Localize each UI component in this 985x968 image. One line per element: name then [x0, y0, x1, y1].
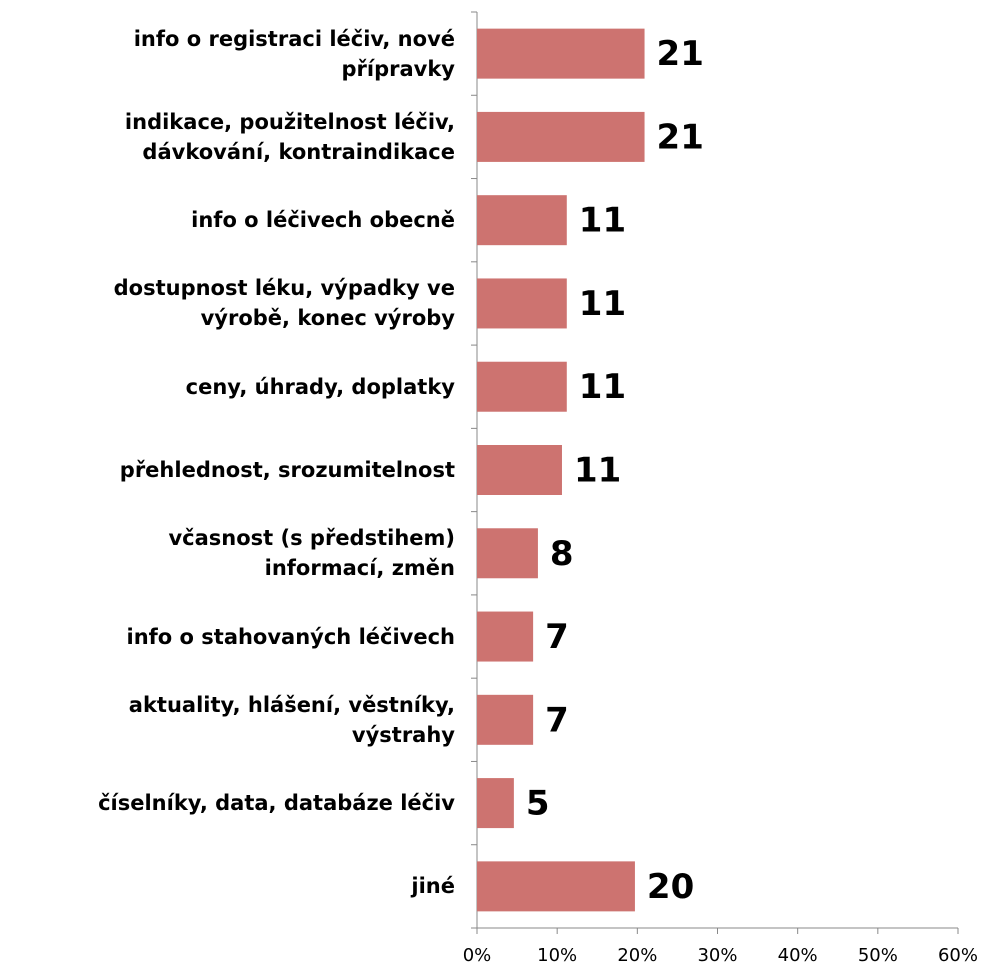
- x-tick-label: 30%: [697, 945, 737, 966]
- category-label: číselníky, data, databáze léčiv: [98, 791, 455, 816]
- x-tick-label: 50%: [858, 945, 898, 966]
- value-label: 7: [545, 700, 569, 740]
- bar: [477, 195, 567, 246]
- bar: [477, 611, 534, 662]
- category-label: přehlednost, srozumitelnost: [119, 458, 455, 482]
- value-label: 11: [579, 201, 626, 241]
- value-label: 21: [657, 34, 704, 74]
- category-label: info o léčivech obecně: [191, 208, 455, 233]
- value-label: 7: [545, 617, 569, 657]
- category-label: indikace, použitelnost léčiv, dávkování,…: [124, 109, 455, 164]
- bar: [477, 861, 635, 912]
- value-label: 11: [579, 284, 626, 324]
- bar: [477, 445, 562, 495]
- category-label: jiné: [411, 874, 455, 899]
- value-label: 8: [550, 534, 574, 574]
- bar: [477, 528, 538, 579]
- category-label: info o registraci léčiv, nové přípravky: [133, 26, 455, 81]
- x-tick-label: 10%: [537, 945, 577, 966]
- value-label: 5: [526, 784, 550, 824]
- category-label: včasnost (s předstihem) informací, změn: [168, 526, 455, 581]
- value-label: 20: [647, 867, 694, 907]
- bar: [477, 778, 514, 829]
- category-label: info o stahovaných léčivech: [126, 624, 455, 649]
- value-label: 11: [579, 367, 626, 407]
- category-label: aktuality, hlášení, věstníky, výstrahy: [128, 692, 455, 747]
- x-tick-label: 20%: [617, 945, 657, 966]
- bar: [477, 278, 567, 329]
- x-tick-label: 40%: [778, 945, 818, 966]
- bar: [477, 28, 645, 79]
- bar: [477, 694, 534, 745]
- value-label: 11: [574, 451, 621, 491]
- value-label: 21: [657, 117, 704, 157]
- bar: [477, 361, 567, 412]
- category-label: ceny, úhrady, doplatky: [185, 374, 455, 399]
- category-label: dostupnost léku, výpadky ve výrobě, kone…: [113, 276, 455, 331]
- x-tick-label: 0%: [463, 945, 492, 966]
- x-tick-label: 60%: [938, 945, 978, 966]
- bar: [477, 111, 645, 162]
